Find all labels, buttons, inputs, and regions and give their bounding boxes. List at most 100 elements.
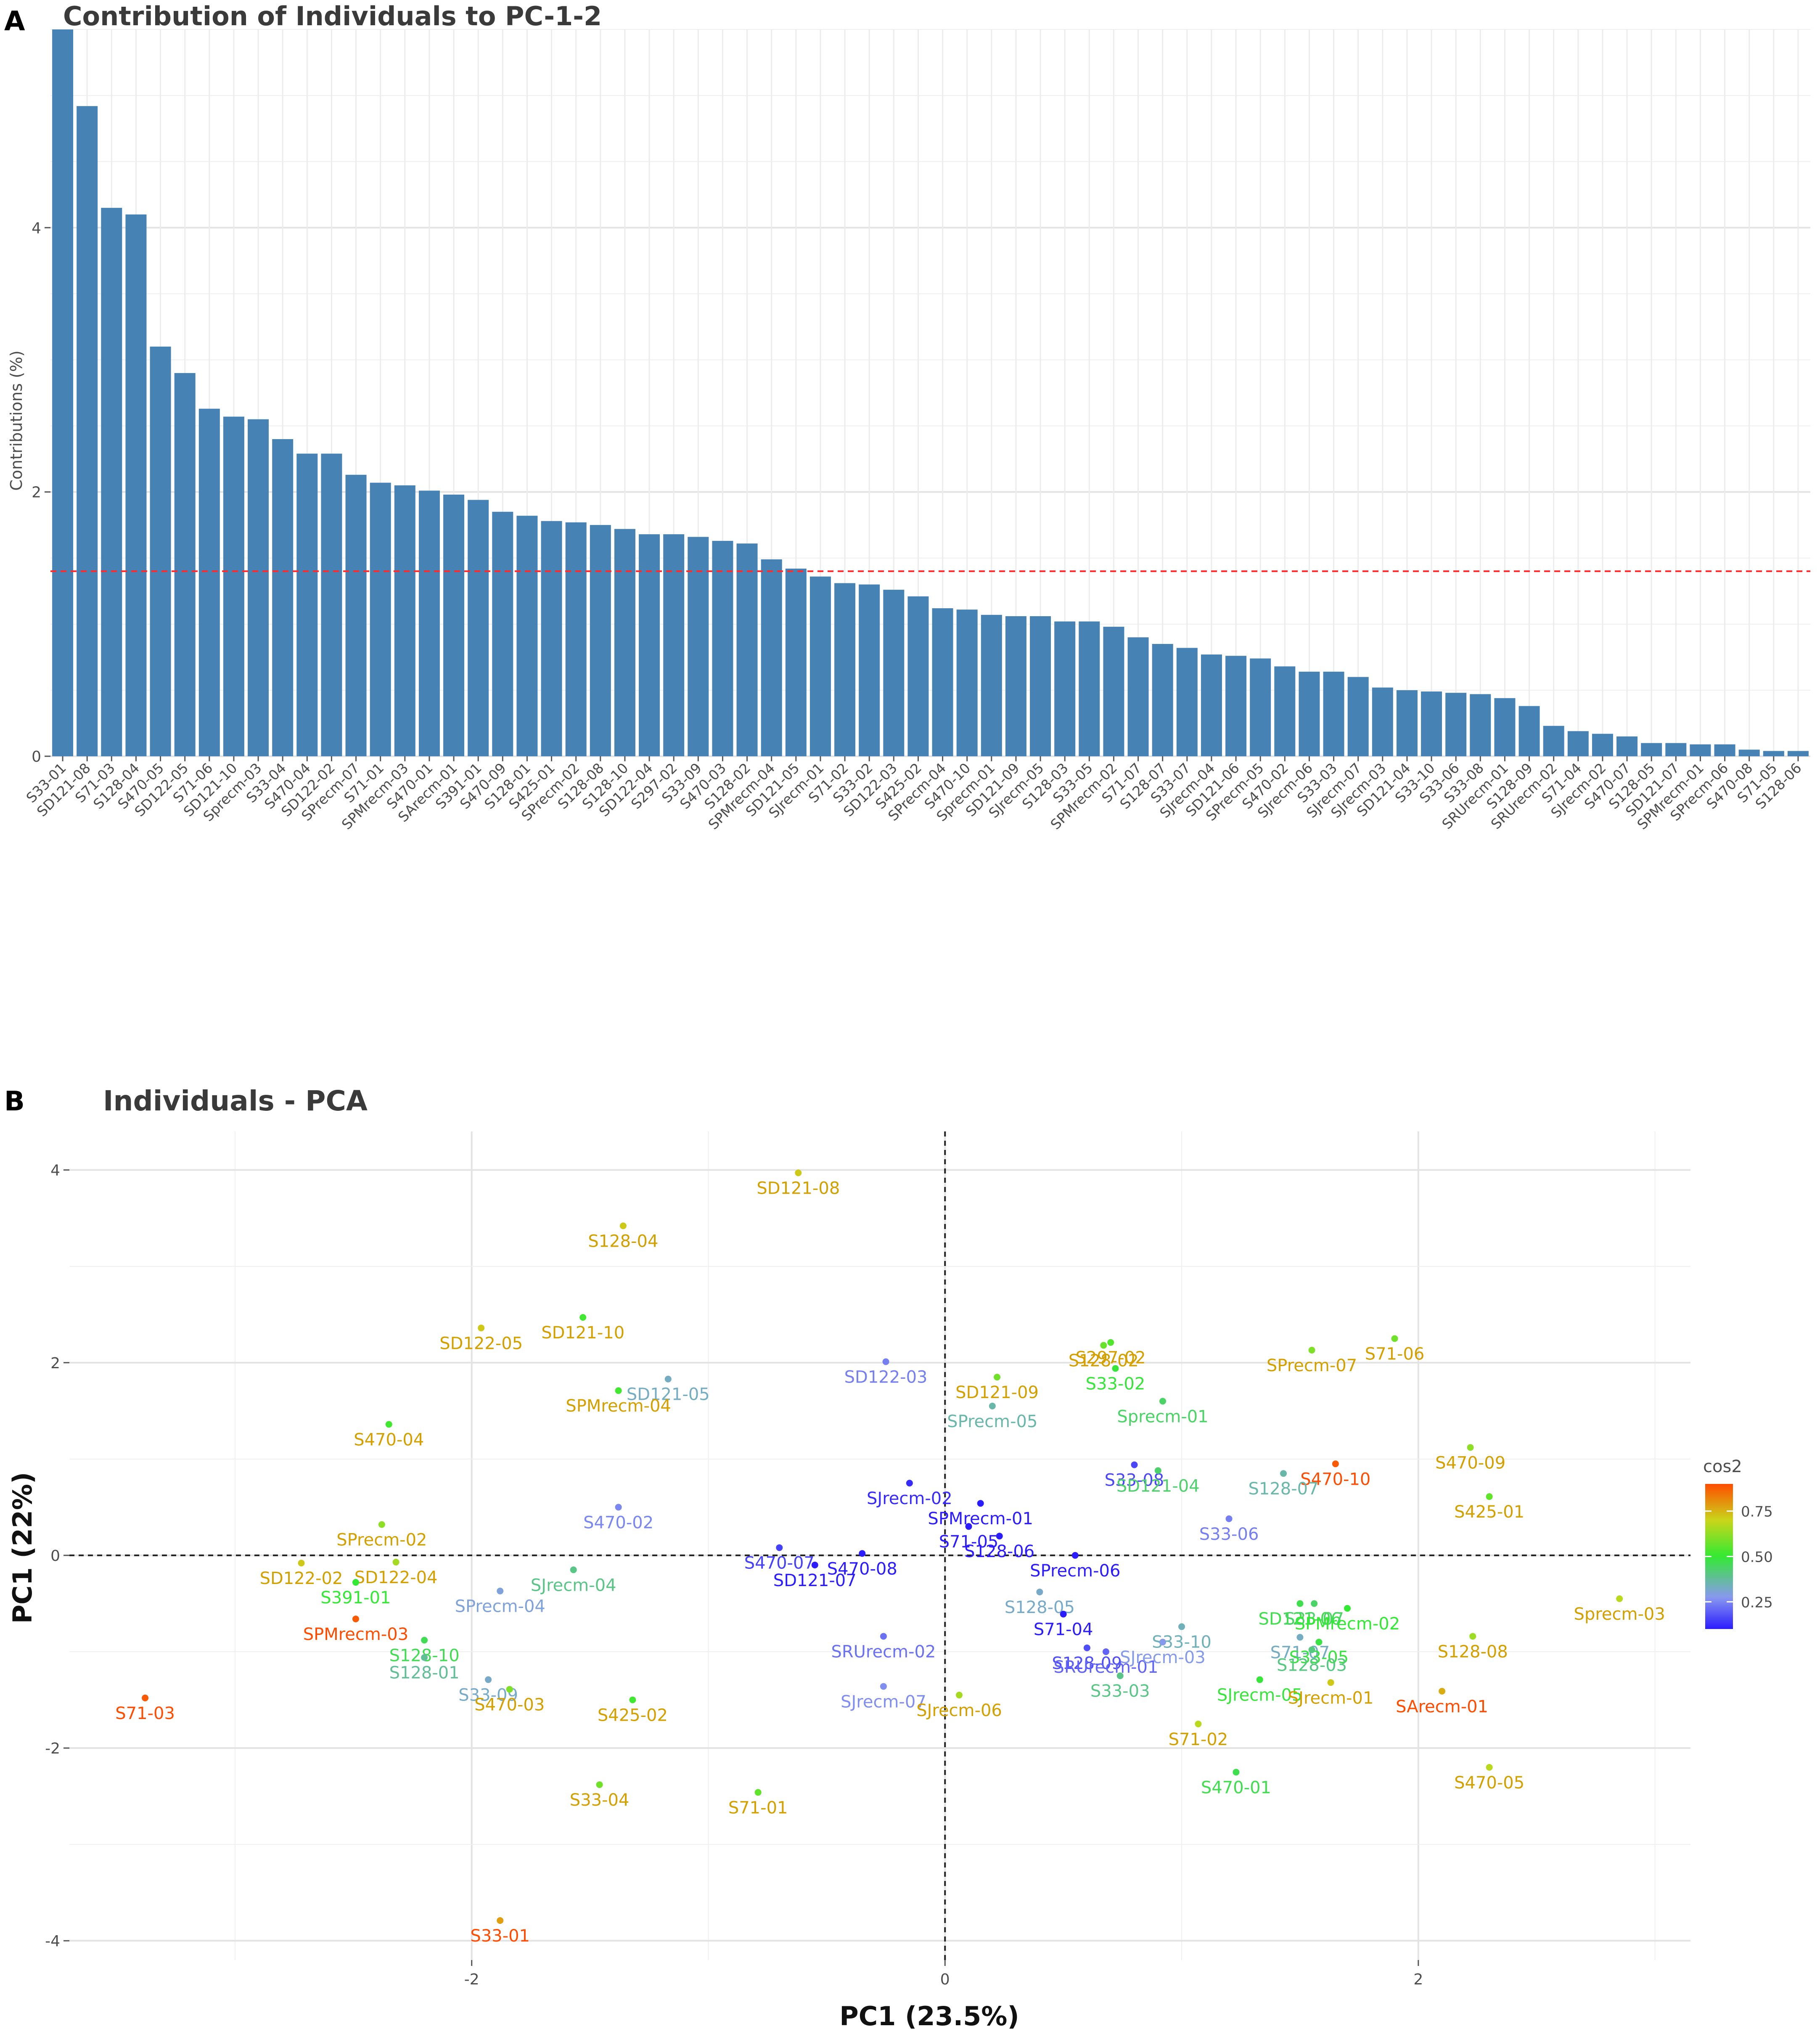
- bar: [1470, 694, 1491, 756]
- scatter-point-label: S470-09: [1435, 1453, 1505, 1473]
- scatter-point: [142, 1694, 149, 1701]
- bar: [321, 453, 342, 756]
- bar: [1225, 656, 1247, 756]
- scatter-point: [421, 1637, 428, 1644]
- scatter-point: [378, 1521, 385, 1528]
- scatter-point: [1308, 1346, 1315, 1354]
- legend-ticks: 0.75 0.50 0.25: [1705, 1504, 1773, 1611]
- scatter-y-tick-label: 0: [50, 1547, 60, 1565]
- scatter-point: [1344, 1605, 1351, 1612]
- bar: [1176, 648, 1198, 756]
- scatter-point-label: S128-06: [964, 1542, 1034, 1561]
- scatter-point-label: S128-08: [1438, 1642, 1508, 1661]
- scatter-point-label: S470-10: [1300, 1470, 1370, 1489]
- scatter-point-label: SD121-08: [757, 1179, 840, 1198]
- scatter-point: [1036, 1588, 1043, 1595]
- scatter-point: [906, 1480, 913, 1487]
- scatter-y-tick-label: 2: [50, 1355, 60, 1372]
- scatter-point-label: SPMrecm-04: [566, 1396, 671, 1416]
- scatter-point-label: S128-03: [1277, 1656, 1347, 1675]
- scatter-point-label: SRUrecm-02: [831, 1642, 936, 1661]
- scatter-point-label: SPrecm-07: [1267, 1356, 1357, 1375]
- scatter-panel-background: [69, 1131, 1690, 1960]
- bar: [1152, 644, 1173, 756]
- scatter-point: [1315, 1639, 1323, 1646]
- bar-series: [52, 29, 1809, 757]
- bar: [516, 516, 538, 756]
- bar: [688, 537, 709, 756]
- scatter-point: [629, 1696, 636, 1703]
- bar: [834, 583, 856, 756]
- scatter-point-label: S470-02: [583, 1513, 653, 1532]
- panel-letter-a: A: [4, 6, 25, 37]
- scatter-point: [664, 1375, 672, 1383]
- scatter-point-label: S470-08: [827, 1559, 897, 1579]
- scatter-x-tick-label: -2: [464, 1971, 479, 1988]
- scatter-point: [1327, 1679, 1334, 1686]
- cos2-legend: cos2 0.75 0.50 0.25: [1703, 1457, 1773, 1629]
- bar: [1005, 616, 1026, 756]
- scatter-point: [1100, 1342, 1107, 1349]
- scatter-point: [1159, 1639, 1167, 1646]
- scatter-point: [1195, 1720, 1202, 1727]
- scatter-point-label: S470-01: [1201, 1778, 1271, 1797]
- bar: [52, 29, 74, 756]
- bar: [198, 408, 220, 756]
- bar: [1103, 627, 1124, 756]
- scatter-point-label: S33-07: [1284, 1609, 1344, 1629]
- bar: [1372, 687, 1393, 756]
- scatter-point: [956, 1692, 963, 1699]
- scatter-point: [615, 1387, 622, 1394]
- bar: [1738, 750, 1760, 756]
- scatter-y-ticks: 4 2 0 -2 -4: [45, 1162, 69, 1950]
- scatter-point: [1311, 1600, 1318, 1607]
- scatter-point: [392, 1558, 399, 1565]
- bar: [174, 373, 196, 756]
- scatter-point-label: SD121-10: [541, 1323, 624, 1343]
- scatter-point: [882, 1358, 889, 1365]
- bar: [1690, 744, 1711, 756]
- scatter-point: [880, 1633, 887, 1640]
- scatter-point: [298, 1560, 305, 1567]
- scatter-y-tick-label: 4: [50, 1162, 60, 1179]
- scatter-point: [497, 1587, 504, 1595]
- scatter-point: [996, 1533, 1003, 1540]
- scatter-point: [1467, 1444, 1474, 1451]
- scatter-point: [1332, 1460, 1339, 1467]
- scatter-point-label: SJrecm-01: [1288, 1688, 1374, 1708]
- scatter-point: [1469, 1633, 1476, 1640]
- bar: [883, 590, 905, 756]
- scatter-point-label: S128-02: [1069, 1351, 1139, 1371]
- bar: [809, 576, 831, 756]
- scatter-point-label: S425-01: [1454, 1502, 1524, 1522]
- bar: [223, 416, 244, 756]
- bar: [761, 559, 782, 756]
- scatter-point-label: SPMrecm-01: [928, 1509, 1033, 1528]
- scatter-point-label: SD121-05: [627, 1385, 710, 1404]
- scatter-point: [754, 1789, 762, 1796]
- scatter-y-tick-label: -2: [45, 1740, 60, 1757]
- bar: [614, 529, 635, 756]
- bar: [1127, 637, 1149, 756]
- scatter-point: [1154, 1467, 1161, 1474]
- scatter-point-label: S128-04: [588, 1232, 658, 1251]
- scatter-point: [352, 1616, 359, 1623]
- scatter-point: [1280, 1470, 1287, 1477]
- scatter-point: [1083, 1644, 1090, 1651]
- scatter-point: [1159, 1398, 1167, 1405]
- scatter-point-label: S128-01: [389, 1664, 460, 1683]
- scatter-point: [1071, 1552, 1079, 1559]
- scatter-point-label: S71-06: [1365, 1345, 1425, 1364]
- bar: [1567, 731, 1589, 756]
- bar: [468, 500, 489, 756]
- scatter-point-label: SPMrecm-02: [1295, 1614, 1400, 1634]
- bar: [1665, 743, 1687, 756]
- scatter-title: Individuals - PCA: [103, 1085, 368, 1117]
- scatter-point: [859, 1550, 866, 1557]
- scatter-point: [478, 1324, 485, 1332]
- scatter-xlabel: PC1 (23.5%): [839, 2001, 1019, 2032]
- scatter-point-label: SJrecm-05: [1217, 1685, 1303, 1705]
- scatter-point: [1107, 1339, 1114, 1346]
- scatter-point-label: S297-02: [1076, 1348, 1146, 1368]
- scatter-point-label: Sprecm-03: [1574, 1605, 1665, 1624]
